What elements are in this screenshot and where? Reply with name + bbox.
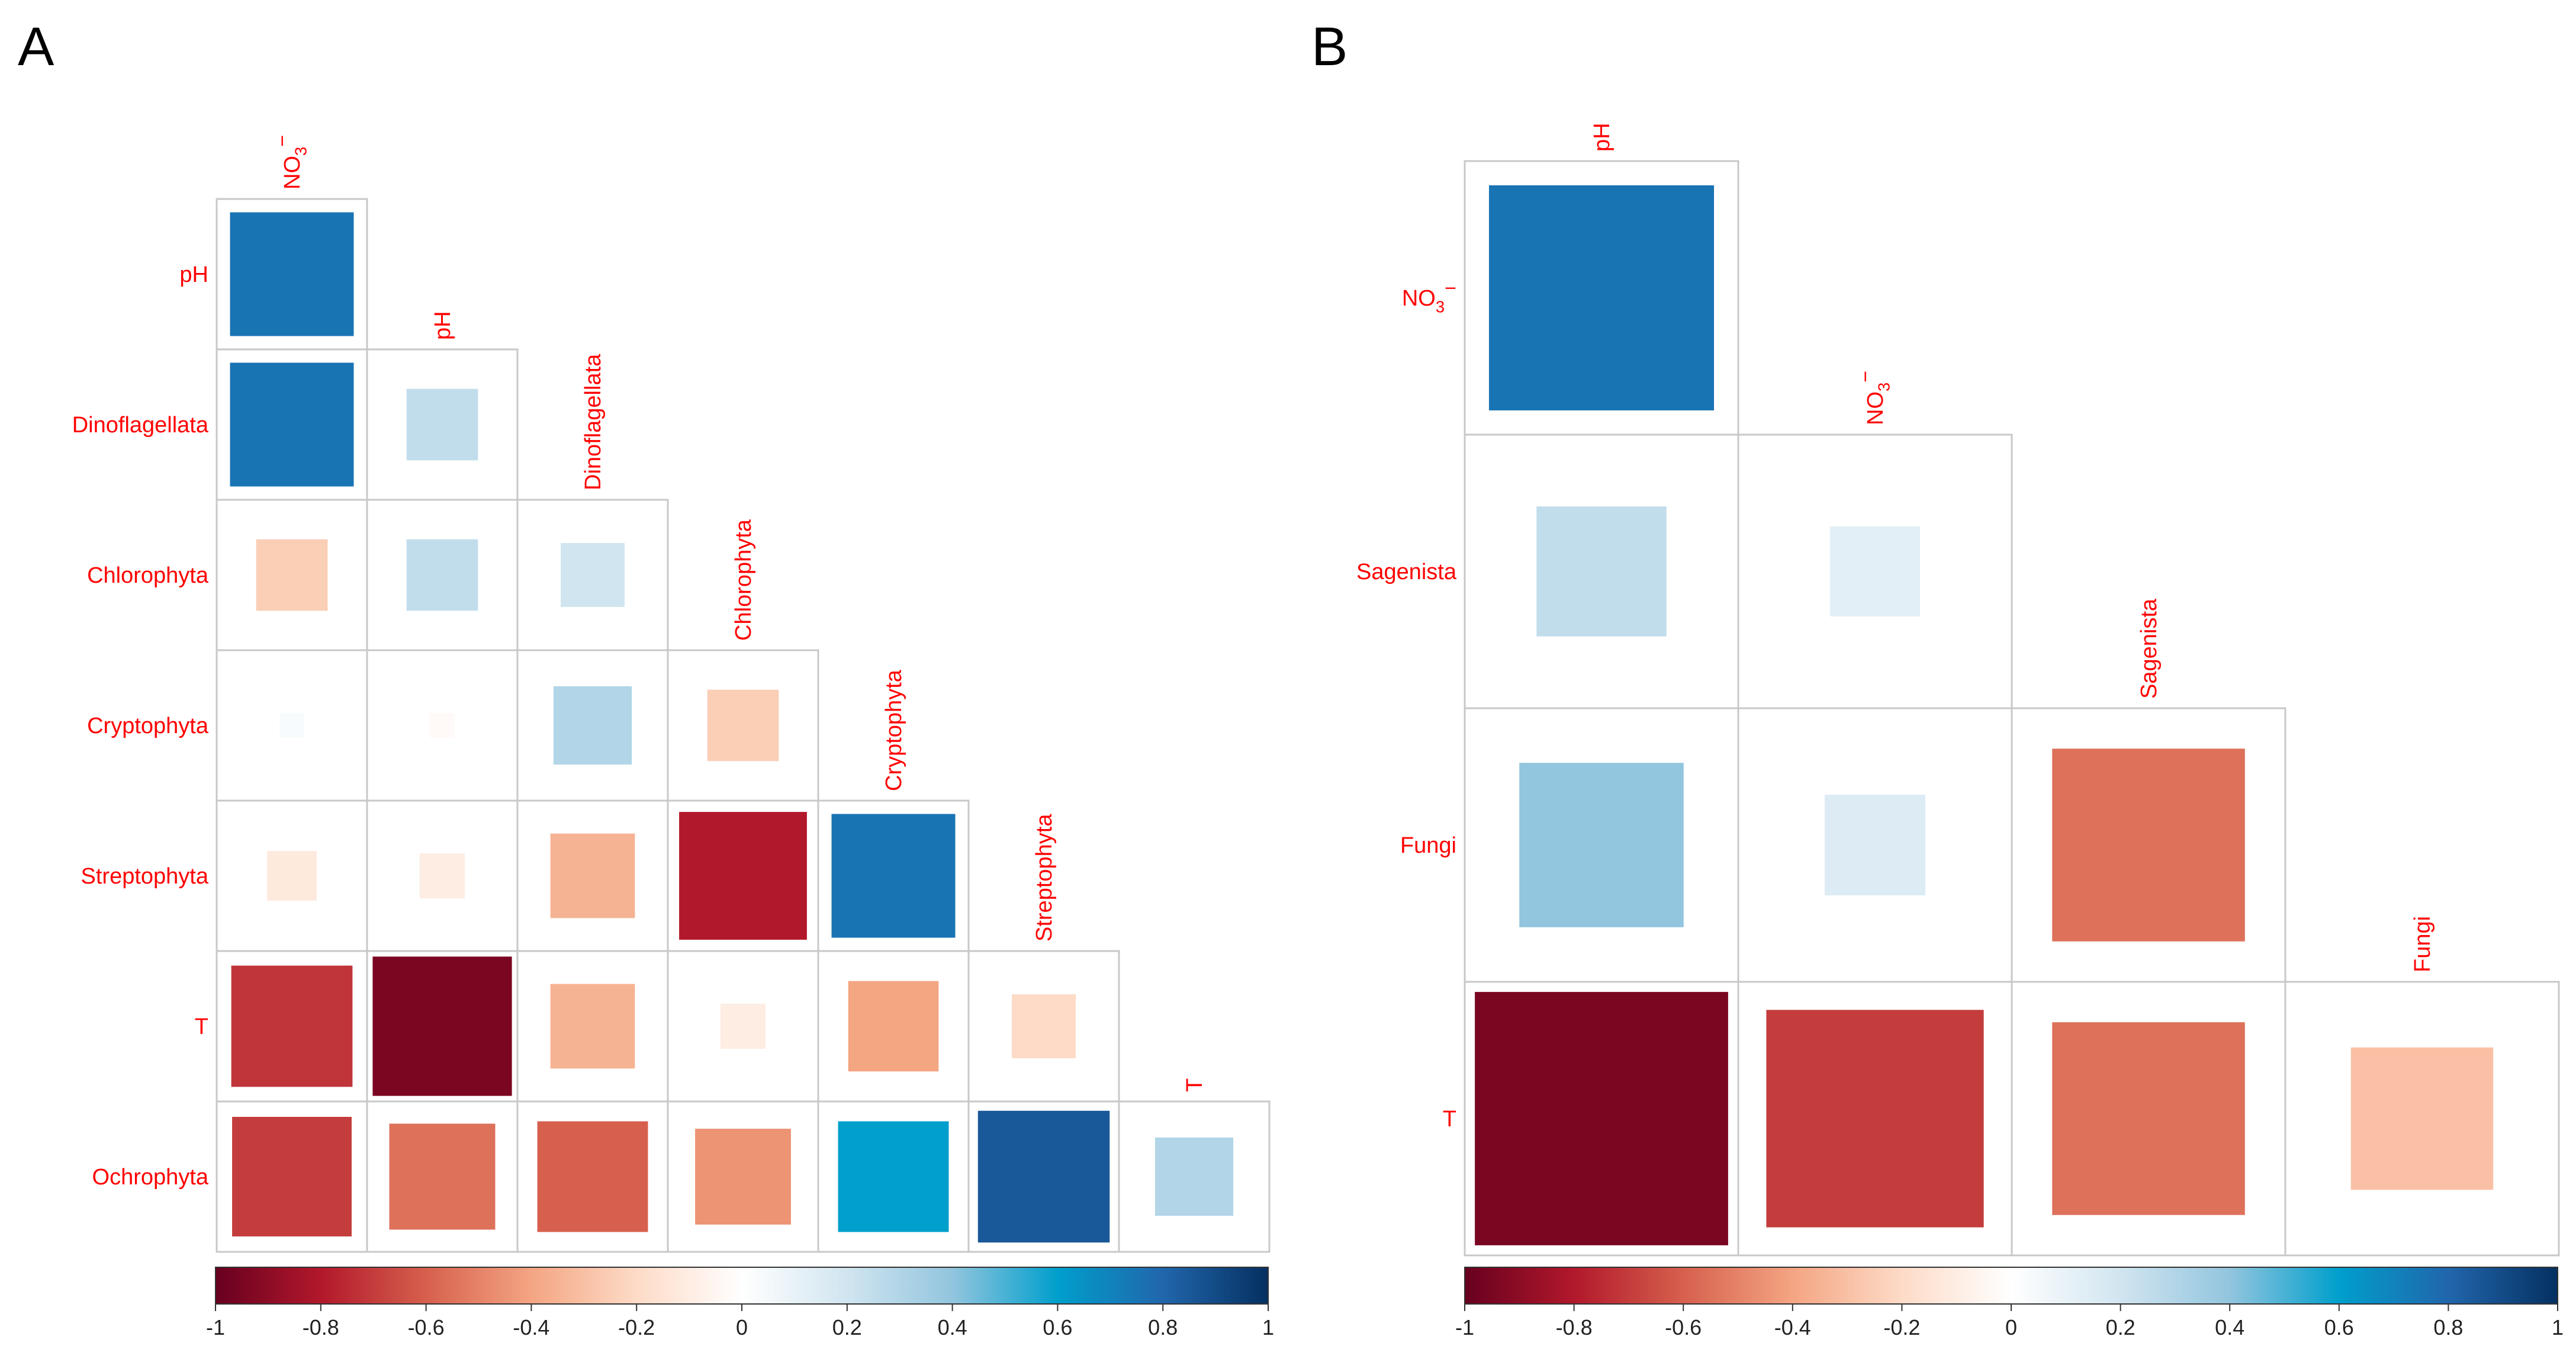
correlation-square (1825, 795, 1925, 895)
row-label-dinoflagellata: Dinoflagellata (72, 413, 209, 438)
row-label-ph: pH (179, 262, 208, 287)
colorbar-tick-label: -0.6 (1665, 1315, 1702, 1339)
correlation-square (389, 1123, 496, 1230)
correlation-square (232, 1117, 352, 1236)
colorbar-tick-label: -1 (206, 1315, 225, 1339)
panel-b-correlation-matrix: NO3− Sagenista Fungi TpH NO3− Sagenista Fungi (1356, 123, 2560, 1257)
correlation-square (2052, 1022, 2245, 1215)
correlation-square (1154, 1137, 1234, 1216)
cell-cryptophyta-ph (366, 649, 519, 802)
correlation-square (707, 689, 779, 762)
row-label-no3: NO3− (1402, 277, 1456, 316)
colorbar-tick-label: -0.2 (1883, 1315, 1920, 1339)
correlation-square (550, 984, 635, 1069)
colorbar-tick-label: 1 (1262, 1315, 1274, 1339)
row-label-sagenista: Sagenista (1356, 560, 1457, 584)
colorbar-tick-label: 1 (2552, 1315, 2564, 1339)
colorbar-gradient (215, 1267, 1269, 1305)
correlation-square (848, 981, 939, 1072)
correlation-square (406, 539, 478, 611)
correlation-square (1766, 1010, 1984, 1228)
correlation-square (679, 812, 807, 940)
column-label-ph: pH (430, 311, 455, 340)
row-label-streptophyta: Streptophyta (81, 864, 209, 889)
panel-a-correlation-matrix: pH Dinoflagellata Chlorophyta Cryptophyta St… (72, 135, 1271, 1253)
colorbar-tick-label: -1 (1455, 1315, 1474, 1339)
correlation-square (561, 543, 625, 607)
colorbar-tick-label: 0.8 (1148, 1315, 1178, 1339)
column-label-dinoflagellata: Dinoflagellata (581, 354, 606, 490)
row-label-ochrophyta: Ochrophyta (92, 1165, 209, 1190)
correlation-square (279, 713, 304, 738)
colorbar-tick-label: -0.8 (1556, 1315, 1593, 1339)
correlation-square (230, 212, 354, 336)
correlation-square (256, 539, 328, 611)
colorbar-tick-label: -0.2 (618, 1315, 655, 1339)
correlation-square (977, 1110, 1110, 1243)
column-label-no3: NO3− (271, 135, 310, 189)
panel-b-colorbar: -1 -0.8 -0.6 -0.4 -0.2 0 0.2 0.4 0.6 0.8 1 (1455, 1267, 2564, 1339)
correlation-square (430, 713, 455, 738)
column-label-no3: NO3− (1854, 371, 1893, 425)
row-label-fungi: Fungi (1400, 833, 1456, 858)
correlation-square (553, 686, 632, 765)
correlation-square (695, 1129, 791, 1225)
colorbar-tick-label: 0.4 (2215, 1315, 2244, 1339)
row-label-t: T (1443, 1107, 1456, 1132)
correlation-square (2350, 1047, 2494, 1190)
colorbar-tick-label: 0.8 (2433, 1315, 2463, 1339)
row-label-cryptophyta: Cryptophyta (87, 714, 209, 738)
correlation-square (231, 965, 353, 1087)
row-label-chlorophyta: Chlorophyta (87, 563, 209, 588)
panel-label-b: B (1311, 17, 1348, 77)
colorbar-tick-label: -0.4 (513, 1315, 549, 1339)
panel-label-a: A (18, 17, 54, 77)
correlation-square (1488, 185, 1715, 411)
column-label-sagenista: Sagenista (2137, 598, 2162, 699)
colorbar-tick-label: 0.2 (832, 1315, 862, 1339)
column-label-t: T (1182, 1078, 1207, 1092)
correlation-square (230, 362, 354, 487)
correlation-square (1012, 994, 1076, 1058)
colorbar-tick-label: 0.6 (2324, 1315, 2354, 1339)
correlation-square (720, 1003, 766, 1049)
correlation-square (537, 1121, 648, 1232)
column-label-streptophyta: Streptophyta (1032, 814, 1057, 942)
correlation-square (550, 833, 635, 918)
correlation-square (1536, 506, 1667, 637)
correlation-square (1475, 992, 1728, 1245)
correlation-square (372, 956, 512, 1096)
column-label-cryptophyta: Cryptophyta (882, 669, 906, 791)
colorbar-gradient (1464, 1267, 2558, 1305)
colorbar-tick-label: -0.6 (408, 1315, 445, 1339)
colorbar-tick-label: 0.4 (938, 1315, 967, 1339)
correlation-square (831, 814, 956, 938)
colorbar-tick-label: 0.2 (2106, 1315, 2136, 1339)
panel-a-colorbar: -1 -0.8 -0.6 -0.4 -0.2 0 0.2 0.4 0.6 0.8 1 (206, 1267, 1274, 1339)
correlation-square (1829, 526, 1921, 617)
correlation-square (838, 1121, 949, 1232)
column-label-chlorophyta: Chlorophyta (731, 519, 756, 641)
row-label-t: T (195, 1014, 208, 1039)
correlation-square (1519, 763, 1684, 927)
colorbar-tick-label: 0 (2005, 1315, 2017, 1339)
column-label-ph: pH (1590, 123, 1615, 152)
colorbar-tick-label: 0 (736, 1315, 748, 1339)
colorbar-tick-label: -0.4 (1774, 1315, 1811, 1339)
correlation-square (406, 388, 478, 461)
correlation-square (2052, 749, 2245, 942)
correlation-square (419, 853, 465, 899)
correlation-square (267, 851, 317, 901)
column-label-fungi: Fungi (2410, 916, 2435, 972)
colorbar-tick-label: -0.8 (303, 1315, 339, 1339)
colorbar-tick-label: 0.6 (1043, 1315, 1072, 1339)
